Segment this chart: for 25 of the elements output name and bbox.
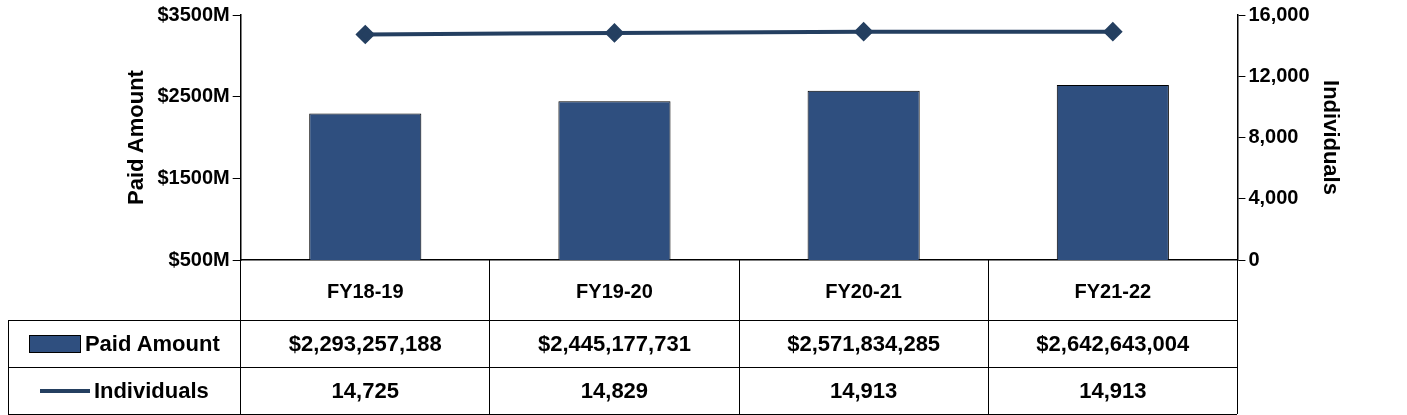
x-tick-label: FY21-22 bbox=[1074, 279, 1152, 302]
x-tick-label: FY19-20 bbox=[576, 279, 653, 302]
data-label: $2,445,177,731 bbox=[537, 329, 692, 358]
y2-tick-label: 4,000 bbox=[1248, 186, 1299, 209]
y2-tick-label: 0 bbox=[1248, 247, 1260, 270]
y-tick-label: $1500M bbox=[157, 165, 230, 188]
y-tick-label: $3500M bbox=[157, 2, 230, 25]
y-axis-title: Paid Amount bbox=[123, 69, 149, 205]
data-label: $2,293,257,188 bbox=[287, 329, 443, 358]
x-tick-label: FY20-21 bbox=[825, 279, 903, 302]
data-label: 14,913 bbox=[1078, 376, 1148, 405]
data-label: $2,571,834,285 bbox=[786, 329, 942, 358]
data-label: 14,829 bbox=[579, 376, 650, 405]
y2-tick-label: 8,000 bbox=[1248, 125, 1299, 148]
y2-tick-label: 12,000 bbox=[1248, 63, 1310, 86]
y2-tick-label: 16,000 bbox=[1248, 2, 1310, 25]
legend-label: Individuals bbox=[93, 377, 209, 404]
legend-label: Paid Amount bbox=[84, 330, 220, 357]
y-tick-label: $500M bbox=[168, 247, 230, 270]
x-tick-label: FY18-19 bbox=[326, 279, 404, 302]
y-tick-label: $2500M bbox=[157, 84, 230, 107]
data-label: 14,725 bbox=[330, 376, 400, 405]
y2-axis-title: Individuals bbox=[1318, 80, 1344, 195]
data-label: $2,642,643,004 bbox=[1035, 329, 1191, 358]
data-label: 14,913 bbox=[829, 376, 899, 405]
